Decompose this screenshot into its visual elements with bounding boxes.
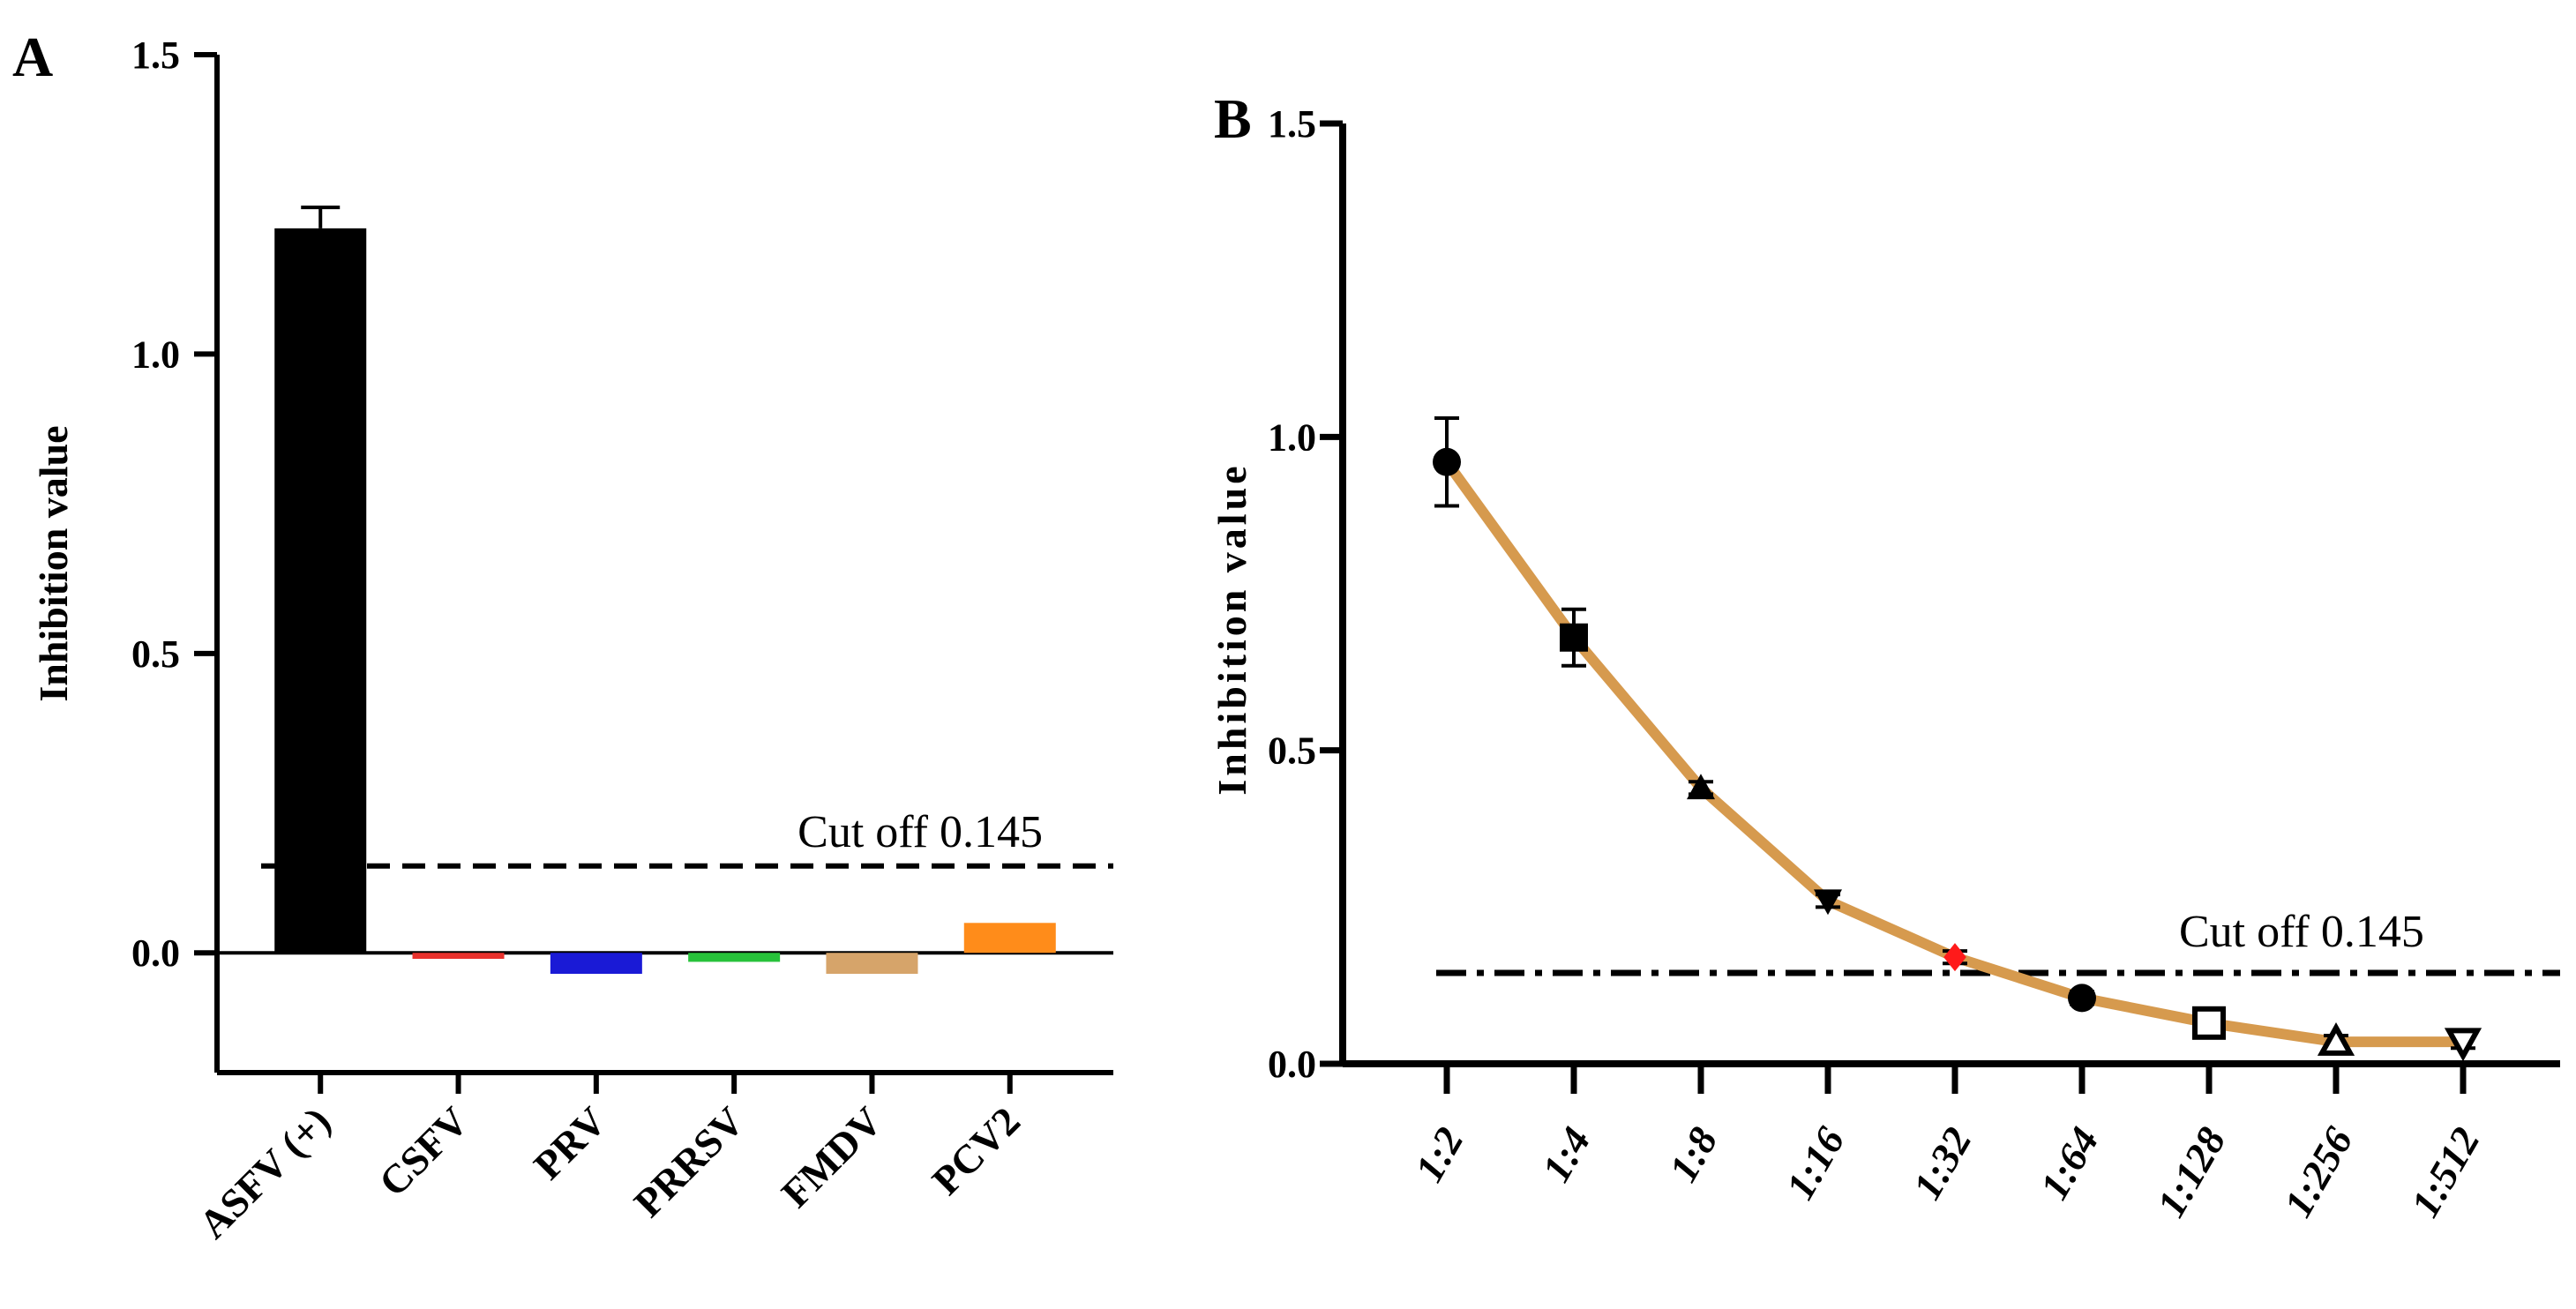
x-tick-label: CSFV — [371, 1098, 477, 1205]
x-tick-label: PRRSV — [625, 1098, 753, 1225]
data-point — [1560, 623, 1588, 652]
bar — [688, 953, 781, 962]
y-tick-label: 0.5 — [131, 632, 180, 676]
data-point — [1687, 774, 1715, 800]
data-point — [1943, 943, 1966, 972]
y-tick-label: 1.5 — [131, 34, 180, 77]
y-tick-label: 1.0 — [131, 333, 180, 376]
x-tick-label: 1:2 — [1406, 1120, 1472, 1190]
bar — [274, 228, 367, 954]
x-tick-label: 1:32 — [1904, 1120, 1980, 1208]
data-point — [2317, 1021, 2355, 1056]
y-tick-label: 0.0 — [131, 931, 180, 975]
x-tick-label: PRV — [525, 1098, 615, 1188]
x-tick-label: 1:16 — [1777, 1120, 1853, 1208]
cutoff-label: Cut off 0.145 — [2179, 907, 2424, 957]
panel-a: A 0.0 0.5 1.0 1.5 Inhibition value ASFV (+) CSF… — [12, 26, 1113, 1247]
bar — [963, 923, 1056, 954]
x-tick-label: 1:128 — [2148, 1120, 2235, 1224]
bar — [412, 953, 505, 960]
data-point — [2068, 984, 2096, 1013]
x-tick-label: PCV2 — [924, 1098, 1029, 1203]
y-tick-label: 0.0 — [1268, 1043, 1316, 1086]
x-tick-label: FMDV — [773, 1098, 891, 1216]
data-point — [2192, 1006, 2226, 1040]
y-tick-label: 0.5 — [1268, 729, 1316, 773]
data-point — [1433, 447, 1461, 476]
x-tick-label: 1:8 — [1660, 1120, 1726, 1190]
cutoff-label: Cut off 0.145 — [798, 807, 1043, 857]
panel-letter-a: A — [12, 26, 53, 88]
y-tick-label: 1.5 — [1268, 102, 1316, 146]
x-tick-label: 1:4 — [1533, 1120, 1599, 1190]
y-axis-title: Inhibition value — [31, 425, 76, 701]
x-tick-label: 1:256 — [2275, 1120, 2362, 1224]
data-point — [2444, 1028, 2482, 1062]
panel-letter-b: B — [1214, 87, 1252, 150]
y-axis-title: Inhibition value — [1209, 462, 1254, 795]
bar — [826, 953, 918, 974]
x-tick-label: 1:64 — [2031, 1120, 2107, 1208]
x-tick-label: ASFV (+) — [191, 1098, 340, 1247]
y-tick-label: 1.0 — [1268, 415, 1316, 459]
x-tick-label: 1:512 — [2402, 1120, 2489, 1224]
bar — [550, 953, 642, 974]
data-point — [1814, 889, 1842, 916]
panel-b: B 0.0 0.5 1.0 1.5 Inhibition value Cut off 0.1… — [1209, 87, 2560, 1224]
